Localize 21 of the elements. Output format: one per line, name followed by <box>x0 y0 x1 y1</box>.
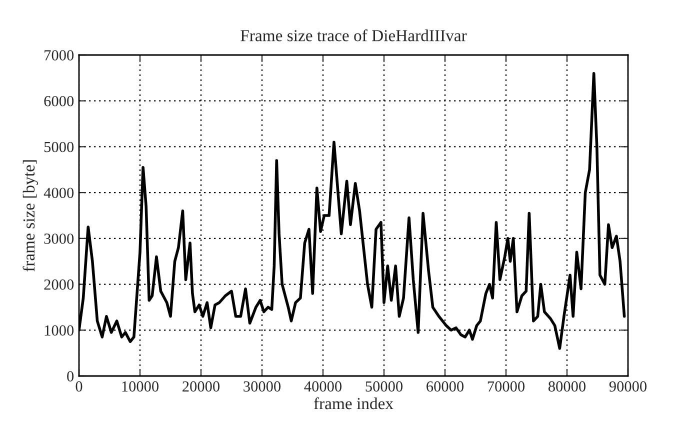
y-axis-title: frame size [byte] <box>22 160 38 272</box>
y-tick-label: 0 <box>67 371 74 382</box>
x-tick-label: 30000 <box>244 381 281 392</box>
chart-title: Frame size trace of DieHardIIIvar <box>240 29 467 42</box>
x-tick-label: 10000 <box>122 381 159 392</box>
y-tick-label: 1000 <box>44 325 74 336</box>
x-tick-label: 20000 <box>182 381 220 392</box>
x-tick-label: 90000 <box>609 381 647 392</box>
y-tick-label: 5000 <box>44 142 74 152</box>
x-tick-label: 0 <box>76 381 82 392</box>
x-tick-label: 60000 <box>426 381 464 392</box>
x-tick-label: 80000 <box>548 381 586 392</box>
x-tick-label: 40000 <box>304 381 342 392</box>
y-tick-label: 2000 <box>44 279 74 290</box>
x-tick-label: 50000 <box>366 381 403 392</box>
x-tick-label: 70000 <box>488 381 525 392</box>
y-tick-label: 3000 <box>44 234 74 244</box>
y-tick-label: 4000 <box>44 188 74 198</box>
y-tick-label: 7000 <box>44 50 74 60</box>
y-tick-label: 6000 <box>44 96 74 106</box>
x-axis-title: frame index <box>314 397 394 410</box>
